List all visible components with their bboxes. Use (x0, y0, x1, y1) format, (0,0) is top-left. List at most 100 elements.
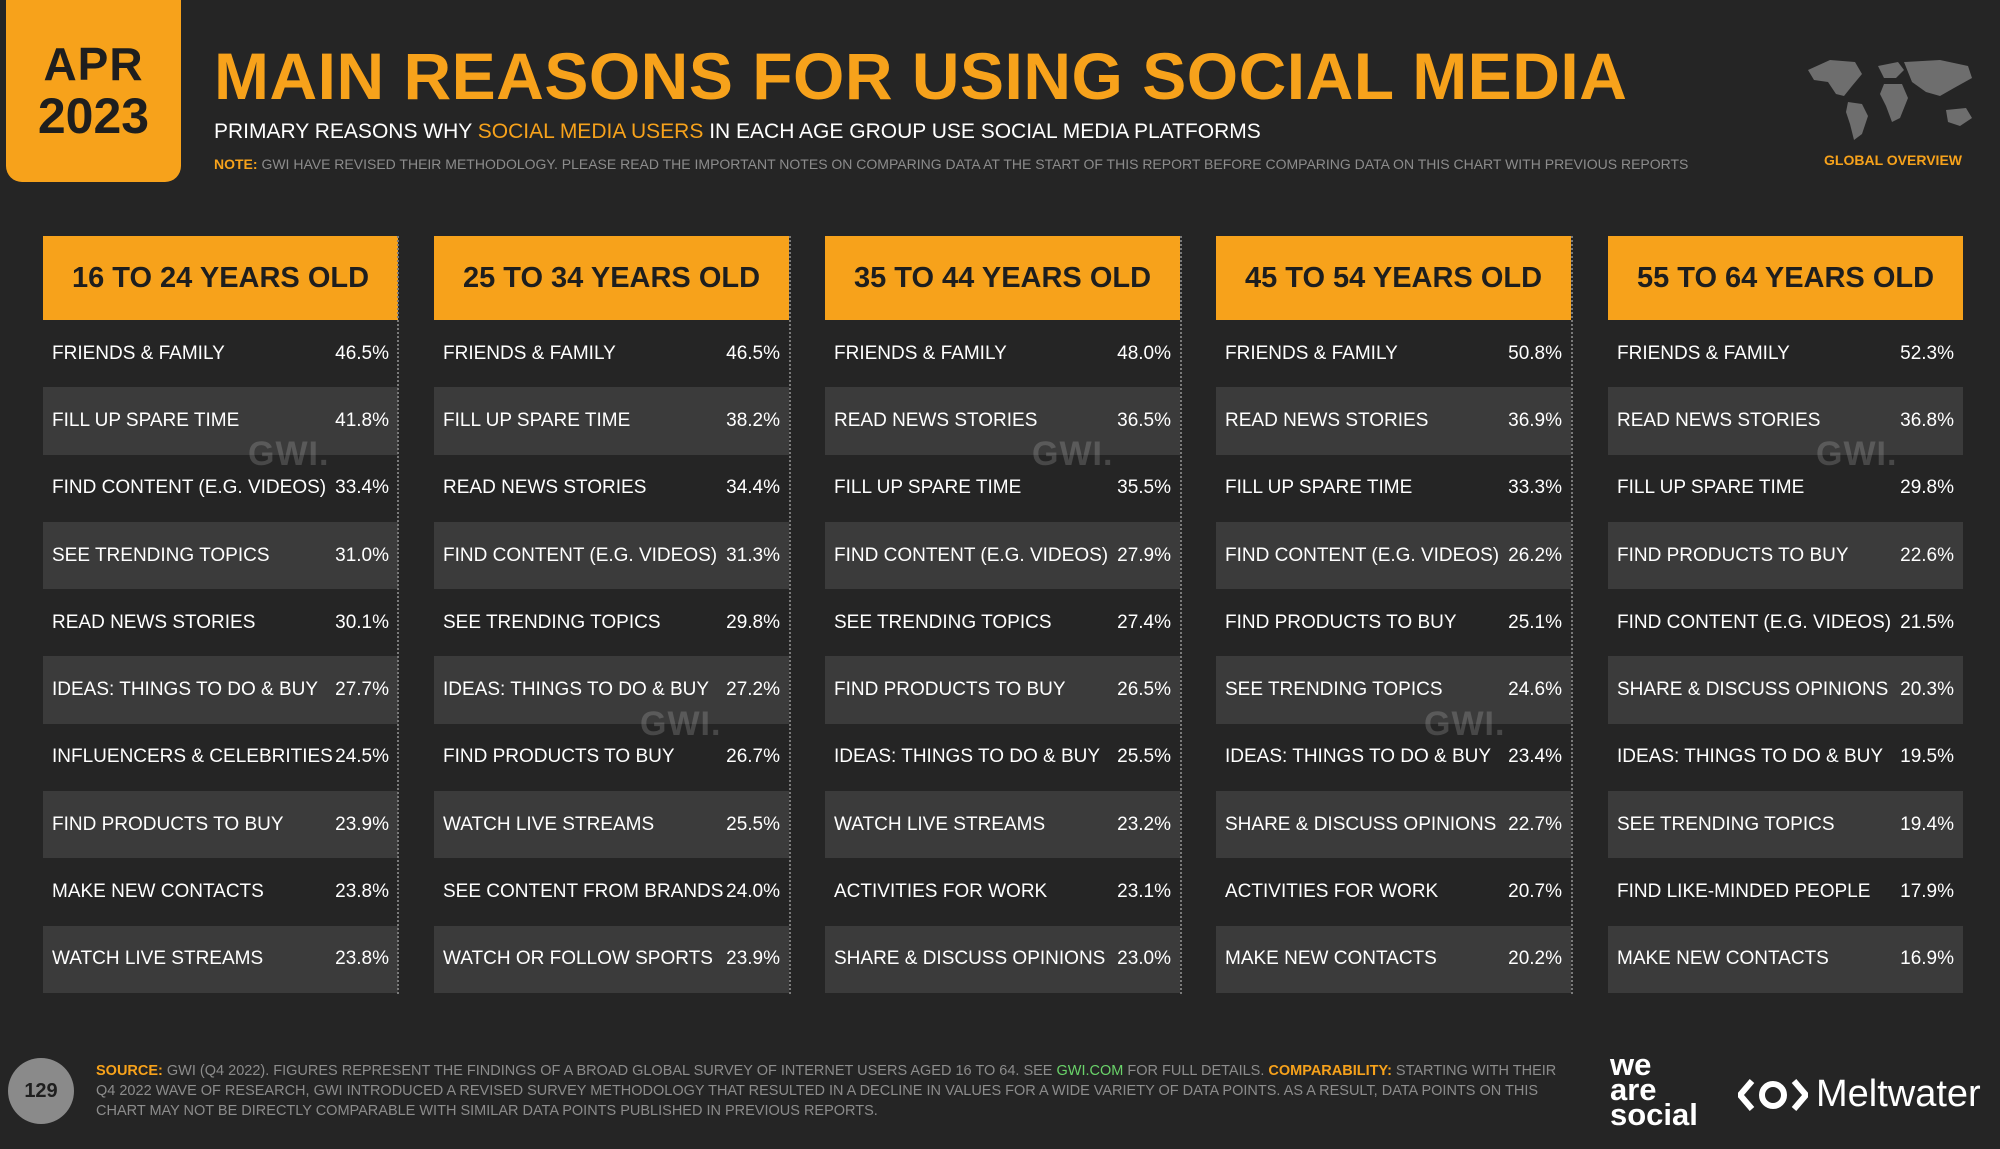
reason-value: 23.8% (335, 881, 389, 903)
reason-value: 31.3% (726, 544, 780, 566)
reason-label: SEE TRENDING TOPICS (834, 611, 1052, 633)
reason-row: FIND PRODUCTS TO BUY 26.7% (434, 724, 789, 791)
note-text: GWI HAVE REVISED THEIR METHODOLOGY. PLEA… (257, 156, 1689, 172)
reason-label: FIND CONTENT (E.G. VIDEOS) (52, 477, 327, 499)
global-overview-label: GLOBAL OVERVIEW (1824, 152, 1962, 168)
reason-value: 22.7% (1508, 813, 1562, 835)
reason-value: 35.5% (1117, 477, 1171, 499)
reason-value: 23.4% (1508, 746, 1562, 768)
comparability-text: STARTING WITH THEIR Q4 2022 WAVE OF RESE… (96, 1063, 1557, 1119)
reason-row: INFLUENCERS & CELEBRITIES 24.5% (43, 724, 398, 791)
reason-row: WATCH LIVE STREAMS 23.8% (43, 925, 398, 993)
reason-label: INFLUENCERS & CELEBRITIES (52, 746, 333, 768)
meltwater-mark-icon (1738, 1078, 1808, 1111)
reason-value: 20.7% (1508, 881, 1562, 903)
source-body-1: GWI (Q4 2022). FIGURES REPRESENT THE FIN… (162, 1063, 1057, 1079)
subtitle-post: IN EACH AGE GROUP USE SOCIAL MEDIA PLATF… (703, 120, 1261, 143)
source-link[interactable]: GWI.COM (1056, 1063, 1124, 1079)
reason-row: FIND CONTENT (E.G. VIDEOS) 26.2% (1216, 521, 1571, 590)
gwi-watermark: GWI. (1424, 705, 1506, 743)
reason-label: FILL UP SPARE TIME (1617, 477, 1805, 499)
reason-row: MAKE NEW CONTACTS 20.2% (1216, 925, 1571, 993)
reason-value: 23.9% (726, 948, 780, 970)
reason-value: 50.8% (1508, 342, 1562, 364)
age-column-header: 16 TO 24 YEARS OLD (43, 236, 398, 320)
reason-label: SEE TRENDING TOPICS (443, 611, 661, 633)
reason-label: MAKE NEW CONTACTS (52, 881, 264, 903)
reason-value: 19.5% (1900, 746, 1954, 768)
reason-label: FIND LIKE-MINDED PEOPLE (1617, 881, 1871, 903)
reason-row: SHARE & DISCUSS OPINIONS 23.0% (825, 925, 1180, 993)
reason-row: FIND PRODUCTS TO BUY 23.9% (43, 791, 398, 859)
reason-label: WATCH LIVE STREAMS (443, 813, 655, 835)
reason-row: SHARE & DISCUSS OPINIONS 22.7% (1216, 791, 1571, 859)
gwi-watermark: GWI. (248, 435, 330, 473)
reason-row: FIND PRODUCTS TO BUY 26.5% (825, 656, 1180, 724)
reason-label: FRIENDS & FAMILY (1617, 342, 1790, 364)
reason-row: ACTIVITIES FOR WORK 20.7% (1216, 858, 1571, 925)
age-column-header: 55 TO 64 YEARS OLD (1608, 236, 1963, 320)
reason-label: MAKE NEW CONTACTS (1617, 948, 1829, 970)
source-label: SOURCE: (96, 1063, 163, 1079)
reason-label: WATCH LIVE STREAMS (834, 813, 1046, 835)
reason-label: IDEAS: THINGS TO DO & BUY (443, 679, 710, 701)
reason-label: IDEAS: THINGS TO DO & BUY (1617, 746, 1884, 768)
reason-value: 27.4% (1117, 611, 1171, 633)
reason-label: READ NEWS STORIES (1617, 409, 1821, 431)
gwi-watermark: GWI. (1816, 435, 1898, 473)
reason-label: IDEAS: THINGS TO DO & BUY (1225, 746, 1492, 768)
reason-value: 36.5% (1117, 409, 1171, 431)
reason-row: IDEAS: THINGS TO DO & BUY 23.4% (1216, 724, 1571, 791)
reason-row: IDEAS: THINGS TO DO & BUY 25.5% (825, 724, 1180, 791)
reason-row: READ NEWS STORIES 36.9% (1216, 387, 1571, 455)
reason-label: FIND PRODUCTS TO BUY (834, 679, 1066, 701)
reason-value: 48.0% (1117, 342, 1171, 364)
reason-label: READ NEWS STORIES (52, 611, 256, 633)
reason-label: FIND PRODUCTS TO BUY (1225, 611, 1457, 633)
reason-row: FIND LIKE-MINDED PEOPLE 17.9% (1608, 858, 1963, 925)
reason-value: 23.2% (1117, 813, 1171, 835)
page-title: MAIN REASONS FOR USING SOCIAL MEDIA (214, 39, 1628, 113)
meltwater-logo: Meltwater (1738, 1073, 1981, 1116)
reason-row: IDEAS: THINGS TO DO & BUY 19.5% (1608, 724, 1963, 791)
reason-label: FIND CONTENT (E.G. VIDEOS) (1617, 611, 1892, 633)
reason-value: 25.1% (1508, 611, 1562, 633)
note-label: NOTE: (214, 156, 258, 172)
reason-value: 29.8% (726, 611, 780, 633)
we-are-social-logo: we are social (1610, 1049, 1698, 1130)
reason-row: FIND PRODUCTS TO BUY 25.1% (1216, 589, 1571, 656)
reason-value: 52.3% (1900, 342, 1954, 364)
reason-label: WATCH LIVE STREAMS (52, 948, 264, 970)
reason-value: 19.4% (1900, 813, 1954, 835)
reason-row: ACTIVITIES FOR WORK 23.1% (825, 858, 1180, 925)
methodology-note: NOTE: GWI HAVE REVISED THEIR METHODOLOGY… (214, 156, 1688, 172)
reason-value: 36.9% (1508, 409, 1562, 431)
reason-value: 46.5% (335, 342, 389, 364)
reason-label: FIND CONTENT (E.G. VIDEOS) (834, 544, 1109, 566)
reason-row: WATCH LIVE STREAMS 23.2% (825, 791, 1180, 859)
reason-row: MAKE NEW CONTACTS 23.8% (43, 858, 398, 925)
page-subtitle: PRIMARY REASONS WHY SOCIAL MEDIA USERS I… (214, 120, 1261, 144)
world-map-icon (1808, 60, 1972, 140)
badge-year: 2023 (37, 88, 150, 144)
was-line-2: are (1610, 1072, 1657, 1107)
age-column: 45 TO 54 YEARS OLD FRIENDS & FAMILY 50.8% R… (1216, 236, 1571, 993)
source-body-2: FOR FULL DETAILS. (1123, 1063, 1269, 1079)
reason-row: FILL UP SPARE TIME 35.5% (825, 455, 1180, 522)
reason-row: FIND CONTENT (E.G. VIDEOS) 31.3% (434, 521, 789, 590)
reason-value: 16.9% (1900, 948, 1954, 970)
reason-label: FIND CONTENT (E.G. VIDEOS) (1225, 544, 1500, 566)
reason-value: 46.5% (726, 342, 780, 364)
reason-row: IDEAS: THINGS TO DO & BUY 27.7% (43, 656, 398, 724)
reason-label: FRIENDS & FAMILY (52, 342, 225, 364)
reason-row: FIND CONTENT (E.G. VIDEOS) 27.9% (825, 521, 1180, 590)
reason-label: SHARE & DISCUSS OPINIONS (1617, 679, 1889, 701)
reason-value: 26.7% (726, 746, 780, 768)
reason-value: 23.0% (1117, 948, 1171, 970)
age-column: 55 TO 64 YEARS OLD FRIENDS & FAMILY 52.3% R… (1608, 236, 1963, 993)
reason-value: 23.9% (335, 813, 389, 835)
reason-label: FRIENDS & FAMILY (834, 342, 1007, 364)
reason-label: FIND CONTENT (E.G. VIDEOS) (443, 544, 718, 566)
reason-label: SEE TRENDING TOPICS (52, 544, 270, 566)
reason-value: 17.9% (1900, 881, 1954, 903)
